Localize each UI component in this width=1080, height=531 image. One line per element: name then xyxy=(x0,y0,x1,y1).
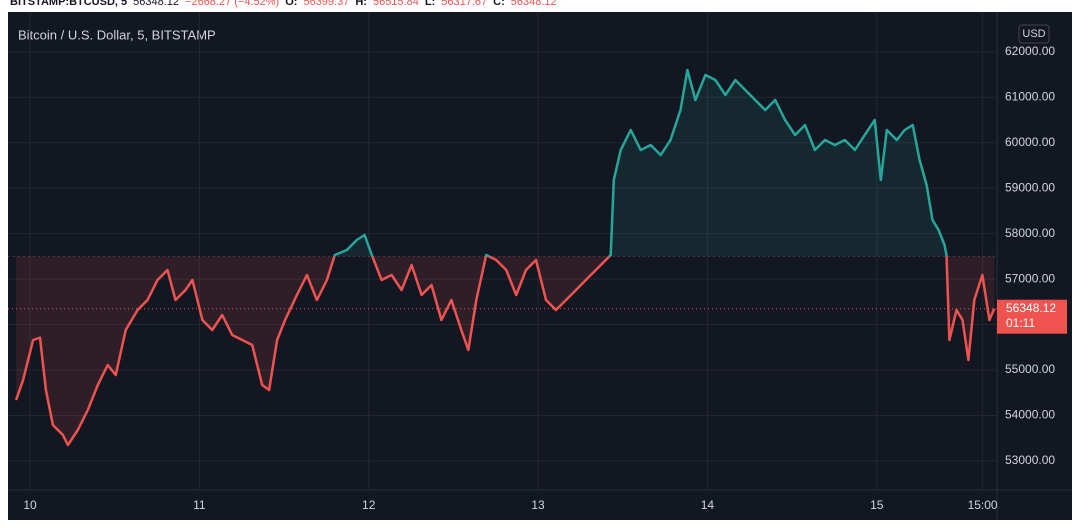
y-tick-label: 58000.00 xyxy=(1005,226,1055,240)
ohlc-value: 56515.84 xyxy=(373,0,419,8)
area xyxy=(16,70,995,445)
symbol: BITSTAMP:BTCUSD, 5 xyxy=(10,0,127,8)
ohlc-label: H: xyxy=(355,0,367,8)
x-tick-label: 15 xyxy=(870,498,884,512)
y-tick-label: 61000.00 xyxy=(1005,89,1055,103)
x-tick-label: 15:00 xyxy=(968,498,998,512)
header-text: BITSTAMP:BTCUSD, 5 56348.12 −2668.27 (−4.5… xyxy=(10,0,557,8)
ohlc-value: 56399.37 xyxy=(303,0,349,8)
y-tick-label: 62000.00 xyxy=(1005,44,1055,58)
header: BITSTAMP:BTCUSD, 5 56348.12 −2668.27 (−4.5… xyxy=(10,0,557,8)
last-price: 56348.12 xyxy=(133,0,179,8)
y-tick-label: 53000.00 xyxy=(1005,453,1055,467)
chart-title: Bitcoin / U.S. Dollar, 5, BITSTAMP xyxy=(18,27,216,42)
ohlc-value: 56348.12 xyxy=(511,0,557,8)
x-tick-label: 14 xyxy=(701,498,715,512)
price-line xyxy=(14,68,996,447)
y-tick-label: 57000.00 xyxy=(1005,271,1055,285)
x-tick-label: 12 xyxy=(362,498,376,512)
y-tick-label: 59000.00 xyxy=(1005,180,1055,194)
y-tick-label: 60000.00 xyxy=(1005,135,1055,149)
currency: USD xyxy=(1022,28,1045,40)
countdown: 01:11 xyxy=(1006,316,1035,330)
last-price-label: 56348.12 xyxy=(1006,301,1056,315)
x-tick-label: 11 xyxy=(193,498,206,512)
last-price-box xyxy=(997,299,1067,334)
change: −2668.27 (−4.52%) xyxy=(185,0,279,8)
ohlc-label: O: xyxy=(285,0,297,8)
ohlc-label: C: xyxy=(493,0,505,8)
ohlc-label: L: xyxy=(425,0,435,8)
x-tick-label: 10 xyxy=(23,498,37,512)
x-tick-label: 13 xyxy=(531,498,545,512)
y-tick-label: 54000.00 xyxy=(1005,408,1055,422)
y-tick-label: 55000.00 xyxy=(1005,362,1055,376)
currency-box xyxy=(1018,24,1050,44)
ohlc-value: 56317.67 xyxy=(441,0,487,8)
